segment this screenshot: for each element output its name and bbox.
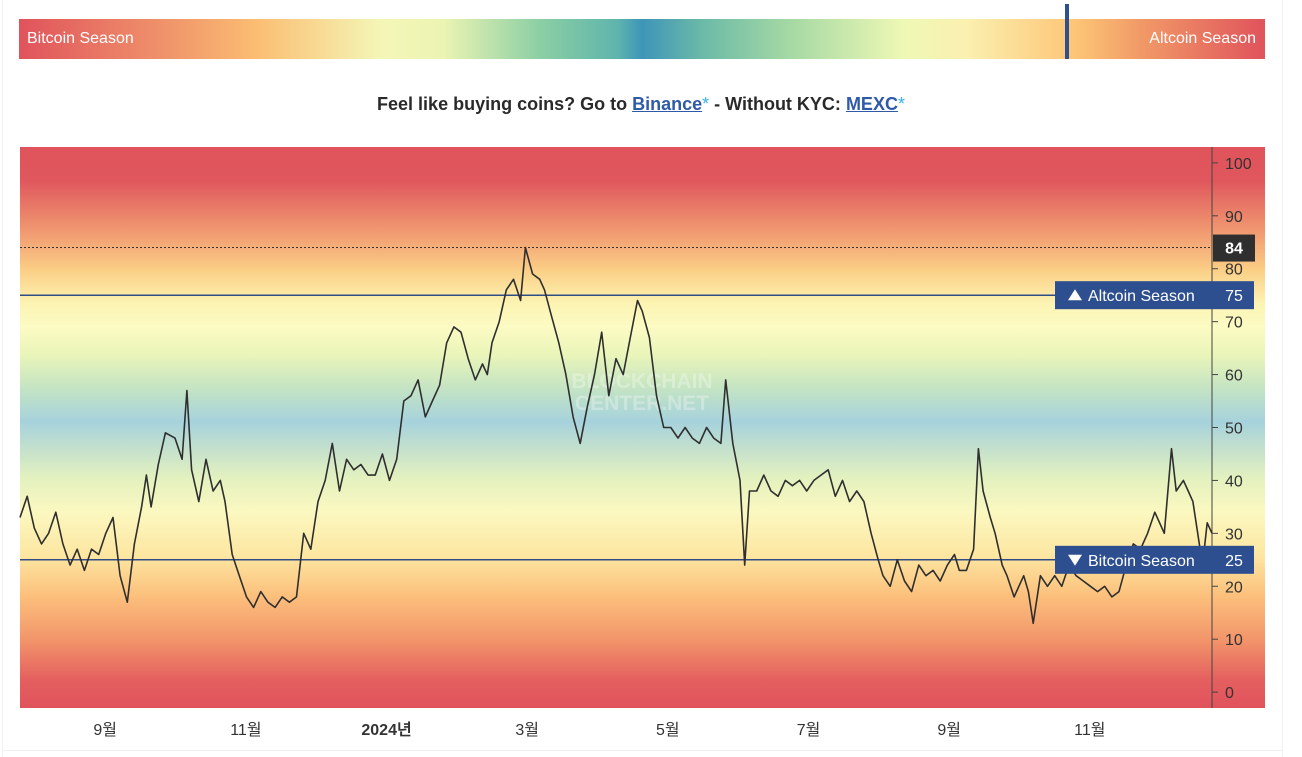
x-tick-label-6: 9월 <box>937 721 961 739</box>
promo-line: Feel like buying coins? Go to Binance* -… <box>0 94 1282 115</box>
promo-prefix: Feel like buying coins? Go to <box>377 94 633 114</box>
y-tick-label-40: 40 <box>1225 473 1243 490</box>
chart-background-bands <box>20 147 1265 708</box>
x-tick-label-0: 9월 <box>93 721 117 739</box>
current-value-label: 84 <box>1213 234 1255 262</box>
threshold-label-bg-75 <box>1055 281 1254 310</box>
mexc-link[interactable]: MEXC <box>845 94 898 114</box>
mexc-asterisk: * <box>897 94 905 114</box>
x-axis: 9월 11월 2024년 3월 5월 7월 9월 11월 <box>93 720 1105 739</box>
page-frame-right <box>1282 0 1283 757</box>
threshold-label-25: Bitcoin Season 25 <box>1055 545 1254 574</box>
x-tick-label-7: 11월 <box>1074 721 1105 739</box>
y-tick-label-10: 10 <box>1225 632 1243 649</box>
y-tick-label-30: 30 <box>1225 526 1243 543</box>
threshold-label-text-75: Altcoin Season <box>1088 288 1195 305</box>
threshold-label-75: Altcoin Season 75 <box>1055 281 1254 310</box>
season-index-marker <box>1065 4 1069 59</box>
y-tick-label-90: 90 <box>1225 209 1243 226</box>
y-tick-label-60: 60 <box>1225 368 1243 385</box>
page-frame-left <box>2 0 3 757</box>
current-value-bg <box>1213 234 1255 262</box>
series-group <box>19 246 1213 625</box>
page-frame-bottom <box>2 750 1283 751</box>
watermark: BLOCKCHAIN CENTER.NET <box>571 370 712 415</box>
current-value-text: 84 <box>1225 241 1243 258</box>
threshold-value-text-75: 75 <box>1225 288 1243 305</box>
x-tick-label-1: 11월 <box>230 721 261 739</box>
x-tick-label-4: 5월 <box>656 721 680 739</box>
threshold-label-bg-25 <box>1055 545 1254 574</box>
y-axis: 0 10 20 30 40 50 60 70 80 90 100 <box>1211 147 1252 708</box>
y-tick-label-20: 20 <box>1225 579 1243 596</box>
binance-asterisk: * <box>702 94 710 114</box>
bitcoin-season-label: Bitcoin Season <box>27 30 134 47</box>
threshold-label-text-25: Bitcoin Season <box>1088 553 1195 570</box>
x-tick-label-2: 2024년 <box>361 720 411 739</box>
series-line-0 <box>19 246 1213 625</box>
watermark-line-2: CENTER.NET <box>575 392 709 415</box>
y-tick-label-100: 100 <box>1225 156 1252 173</box>
promo-middle: - Without KYC: <box>709 94 846 114</box>
y-tick-label-70: 70 <box>1225 315 1243 332</box>
season-gradient-bar: Bitcoin Season Altcoin Season <box>19 19 1265 59</box>
altcoin-season-label: Altcoin Season <box>1149 30 1256 47</box>
x-tick-label-5: 7월 <box>797 721 821 739</box>
binance-link[interactable]: Binance <box>632 94 703 114</box>
threshold-lines <box>20 247 1212 561</box>
y-tick-label-80: 80 <box>1225 262 1243 279</box>
y-tick-label-50: 50 <box>1225 421 1243 438</box>
triangle-up-icon <box>1068 289 1082 301</box>
y-tick-label-0: 0 <box>1225 685 1234 702</box>
threshold-value-text-25: 25 <box>1225 553 1243 570</box>
price-labels: 84 Altcoin Season 75 Bitcoin Season 25 <box>1055 234 1255 574</box>
x-tick-label-3: 3월 <box>515 721 539 739</box>
triangle-down-icon <box>1068 554 1082 566</box>
